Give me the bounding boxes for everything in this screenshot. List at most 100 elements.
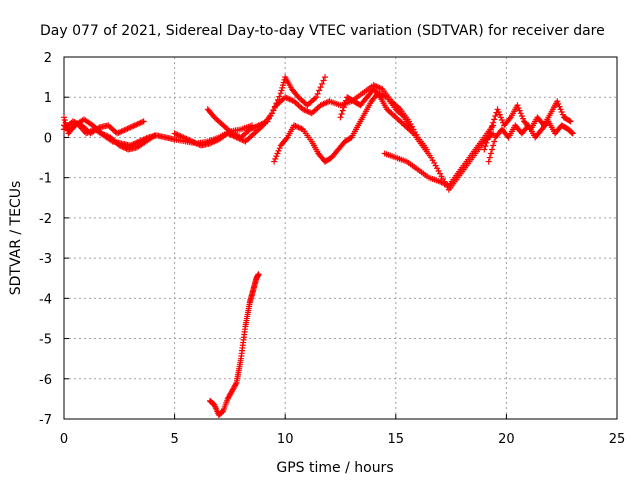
- grid-lines: [64, 57, 617, 419]
- data-point: [487, 126, 494, 133]
- series-arc-6: [271, 90, 415, 165]
- y-tick-label: -5: [39, 333, 52, 348]
- data-point: [482, 143, 489, 150]
- data-point: [337, 114, 344, 121]
- x-tick-label: 5: [170, 432, 178, 447]
- series-outlier-drop: [206, 271, 262, 418]
- data-point: [566, 117, 573, 124]
- data-point: [498, 117, 505, 124]
- data-point: [313, 94, 320, 101]
- data-point: [278, 87, 285, 94]
- data-point: [317, 84, 324, 91]
- data-point: [483, 139, 490, 146]
- data-point: [338, 110, 345, 117]
- data-point: [255, 271, 262, 278]
- y-tick-label: 1: [44, 91, 52, 106]
- data-point: [494, 106, 501, 113]
- data-point: [275, 147, 282, 154]
- data-point: [557, 106, 564, 113]
- series-arc-8: [381, 122, 497, 189]
- data-point: [516, 107, 523, 114]
- data-marks: [61, 74, 576, 418]
- data-point: [140, 118, 147, 125]
- data-point: [506, 115, 513, 122]
- data-point: [63, 122, 70, 129]
- data-point: [489, 123, 496, 130]
- series-arc-9: [481, 98, 574, 153]
- data-point: [485, 158, 492, 165]
- data-point: [492, 112, 499, 119]
- data-point: [487, 150, 494, 157]
- data-point: [554, 98, 561, 105]
- data-point: [376, 92, 383, 99]
- x-tick-label: 25: [609, 432, 626, 447]
- data-point: [314, 90, 321, 97]
- data-point: [517, 110, 524, 117]
- data-point: [279, 84, 286, 91]
- data-point: [276, 93, 283, 100]
- data-point: [569, 130, 576, 137]
- data-point: [339, 107, 346, 114]
- data-point: [151, 132, 158, 139]
- y-tick-label: -2: [39, 212, 52, 227]
- y-axis-ticks: 2 1 0 -1 -2 -3 -4 -5 -6 -7: [39, 51, 69, 428]
- data-point: [490, 142, 497, 149]
- data-point: [63, 125, 70, 132]
- data-point: [273, 153, 280, 160]
- x-axis-ticks: 0 5 10 15 20 25: [60, 414, 625, 447]
- series-arc-10: [485, 118, 576, 165]
- data-point: [484, 136, 491, 143]
- data-point: [556, 103, 563, 110]
- plot-frame: [63, 56, 618, 420]
- data-point: [515, 104, 522, 111]
- x-axis-label: GPS time / hours: [276, 460, 393, 476]
- data-point: [276, 145, 283, 152]
- data-point: [341, 100, 348, 107]
- data-point: [496, 111, 503, 118]
- y-tick-label: 0: [44, 131, 52, 146]
- y-tick-label: 2: [44, 51, 52, 66]
- data-point: [518, 112, 525, 119]
- x-tick-label: 0: [60, 432, 68, 447]
- series-arc-3: [61, 114, 158, 153]
- data-point: [485, 133, 492, 140]
- data-point: [491, 116, 498, 123]
- y-tick-label: -4: [39, 292, 52, 307]
- data-point: [486, 129, 493, 136]
- data-point: [320, 77, 327, 84]
- data-point: [271, 158, 278, 165]
- y-tick-label: -1: [39, 172, 52, 187]
- data-point: [490, 130, 497, 137]
- data-point: [514, 102, 521, 109]
- data-point: [519, 115, 526, 122]
- data-point: [569, 129, 576, 136]
- x-tick-label: 10: [277, 432, 294, 447]
- x-tick-label: 20: [498, 432, 515, 447]
- y-tick-label: -7: [39, 413, 52, 428]
- data-point: [232, 381, 239, 388]
- y-tick-label: -3: [39, 252, 52, 267]
- data-point: [62, 119, 69, 126]
- data-point: [558, 108, 565, 115]
- series-arc-7: [337, 86, 497, 193]
- data-point: [481, 146, 488, 153]
- data-point: [567, 118, 574, 125]
- data-point: [277, 90, 284, 97]
- data-point: [559, 111, 566, 118]
- data-point: [555, 100, 562, 107]
- data-point: [274, 150, 281, 157]
- data-point: [283, 135, 290, 142]
- x-tick-label: 15: [388, 432, 405, 447]
- data-point: [489, 146, 496, 153]
- data-point: [280, 79, 287, 86]
- chart-title: Day 077 of 2021, Sidereal Day-to-day VTE…: [40, 23, 605, 39]
- data-point: [490, 119, 497, 126]
- data-point: [319, 80, 326, 87]
- y-axis-label: SDTVAR / TECUs: [8, 181, 24, 296]
- data-point: [495, 108, 502, 115]
- data-point: [279, 82, 286, 89]
- data-point: [340, 104, 347, 111]
- data-point: [272, 155, 279, 162]
- y-tick-label: -6: [39, 373, 52, 388]
